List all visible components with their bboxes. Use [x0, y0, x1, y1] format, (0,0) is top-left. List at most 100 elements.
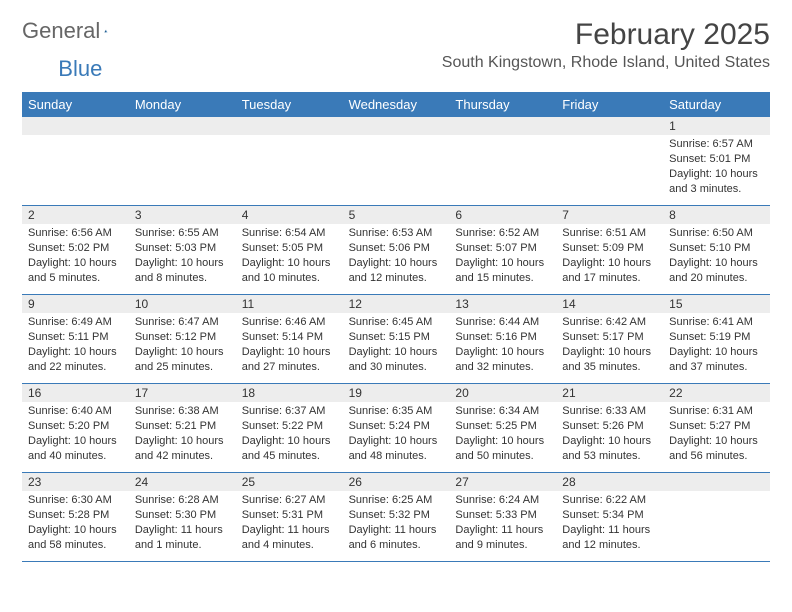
day-cell: 21Sunrise: 6:33 AMSunset: 5:26 PMDayligh…	[556, 384, 663, 472]
daylight-text: Daylight: 10 hours and 42 minutes.	[135, 434, 230, 464]
daylight-text: Daylight: 10 hours and 35 minutes.	[562, 345, 657, 375]
day-cell: 24Sunrise: 6:28 AMSunset: 5:30 PMDayligh…	[129, 473, 236, 561]
day-body: Sunrise: 6:47 AMSunset: 5:12 PMDaylight:…	[129, 313, 236, 378]
day-number: 14	[556, 295, 663, 313]
day-body: Sunrise: 6:25 AMSunset: 5:32 PMDaylight:…	[343, 491, 450, 556]
sunset-text: Sunset: 5:25 PM	[455, 419, 550, 434]
daylight-text: Daylight: 11 hours and 9 minutes.	[455, 523, 550, 553]
week-row: 2Sunrise: 6:56 AMSunset: 5:02 PMDaylight…	[22, 206, 770, 295]
sunrise-text: Sunrise: 6:45 AM	[349, 315, 444, 330]
sunrise-text: Sunrise: 6:30 AM	[28, 493, 123, 508]
daylight-text: Daylight: 10 hours and 53 minutes.	[562, 434, 657, 464]
day-cell: 13 Sunrise: 6:44 AMSunset: 5:16 PMDayligh…	[449, 295, 556, 383]
week-row: 16Sunrise: 6:40 AMSunset: 5:20 PMDayligh…	[22, 384, 770, 473]
daylight-text: Daylight: 10 hours and 30 minutes.	[349, 345, 444, 375]
daylight-text: Daylight: 10 hours and 32 minutes.	[455, 345, 550, 375]
day-number	[22, 117, 129, 135]
sunset-text: Sunset: 5:07 PM	[455, 241, 550, 256]
day-header-tue: Tuesday	[236, 92, 343, 117]
week-row: 23Sunrise: 6:30 AMSunset: 5:28 PMDayligh…	[22, 473, 770, 562]
daylight-text: Daylight: 11 hours and 12 minutes.	[562, 523, 657, 553]
sunset-text: Sunset: 5:34 PM	[562, 508, 657, 523]
day-cell: 8Sunrise: 6:50 AMSunset: 5:10 PMDaylight…	[663, 206, 770, 294]
daylight-text: Daylight: 10 hours and 25 minutes.	[135, 345, 230, 375]
day-cell: 17Sunrise: 6:38 AMSunset: 5:21 PMDayligh…	[129, 384, 236, 472]
day-number: 15	[663, 295, 770, 313]
sunrise-text: Sunrise: 6:38 AM	[135, 404, 230, 419]
day-number: 28	[556, 473, 663, 491]
day-body: Sunrise: 6:53 AMSunset: 5:06 PMDaylight:…	[343, 224, 450, 289]
day-number: 21	[556, 384, 663, 402]
daylight-text: Daylight: 10 hours and 27 minutes.	[242, 345, 337, 375]
sunrise-text: Sunrise: 6:37 AM	[242, 404, 337, 419]
day-body: Sunrise: 6:57 AMSunset: 5:01 PMDaylight:…	[663, 135, 770, 200]
sunrise-text: Sunrise: 6:52 AM	[455, 226, 550, 241]
sunrise-text: Sunrise: 6:47 AM	[135, 315, 230, 330]
day-cell: 9Sunrise: 6:49 AMSunset: 5:11 PMDaylight…	[22, 295, 129, 383]
day-number: 13	[449, 295, 556, 313]
sunrise-text: Sunrise: 6:53 AM	[349, 226, 444, 241]
day-number: 6	[449, 206, 556, 224]
location-text: South Kingstown, Rhode Island, United St…	[442, 54, 770, 72]
day-body: Sunrise: 6:56 AMSunset: 5:02 PMDaylight:…	[22, 224, 129, 289]
sunrise-text: Sunrise: 6:28 AM	[135, 493, 230, 508]
day-number: 22	[663, 384, 770, 402]
daylight-text: Daylight: 10 hours and 48 minutes.	[349, 434, 444, 464]
day-body: Sunrise: 6:22 AMSunset: 5:34 PMDaylight:…	[556, 491, 663, 556]
day-number: 20	[449, 384, 556, 402]
calendar-page: General February 2025 South Kingstown, R…	[0, 0, 792, 572]
day-number: 27	[449, 473, 556, 491]
sunrise-text: Sunrise: 6:46 AM	[242, 315, 337, 330]
day-number	[236, 117, 343, 135]
day-number: 3	[129, 206, 236, 224]
day-body: Sunrise: 6:33 AMSunset: 5:26 PMDaylight:…	[556, 402, 663, 467]
day-body: Sunrise: 6:46 AMSunset: 5:14 PMDaylight:…	[236, 313, 343, 378]
day-number: 16	[22, 384, 129, 402]
day-number: 10	[129, 295, 236, 313]
sunset-text: Sunset: 5:02 PM	[28, 241, 123, 256]
sunrise-text: Sunrise: 6:50 AM	[669, 226, 764, 241]
sunrise-text: Sunrise: 6:44 AM	[455, 315, 550, 330]
day-body: Sunrise: 6:28 AMSunset: 5:30 PMDaylight:…	[129, 491, 236, 556]
sunset-text: Sunset: 5:26 PM	[562, 419, 657, 434]
sunset-text: Sunset: 5:15 PM	[349, 330, 444, 345]
sunset-text: Sunset: 5:28 PM	[28, 508, 123, 523]
sunset-text: Sunset: 5:10 PM	[669, 241, 764, 256]
day-cell: 18Sunrise: 6:37 AMSunset: 5:22 PMDayligh…	[236, 384, 343, 472]
logo-text-general: General	[22, 18, 100, 44]
day-cell: 19Sunrise: 6:35 AMSunset: 5:24 PMDayligh…	[343, 384, 450, 472]
month-title: February 2025	[442, 18, 770, 52]
day-cell: 22Sunrise: 6:31 AMSunset: 5:27 PMDayligh…	[663, 384, 770, 472]
day-cell: 25Sunrise: 6:27 AMSunset: 5:31 PMDayligh…	[236, 473, 343, 561]
day-number: 4	[236, 206, 343, 224]
sunrise-text: Sunrise: 6:56 AM	[28, 226, 123, 241]
logo: General	[22, 18, 128, 44]
day-number: 19	[343, 384, 450, 402]
day-cell: 14 Sunrise: 6:42 AMSunset: 5:17 PMDayligh…	[556, 295, 663, 383]
title-block: February 2025 South Kingstown, Rhode Isl…	[442, 18, 770, 72]
day-number	[129, 117, 236, 135]
sunrise-text: Sunrise: 6:31 AM	[669, 404, 764, 419]
day-body: Sunrise: 6:49 AMSunset: 5:11 PMDaylight:…	[22, 313, 129, 378]
daylight-text: Daylight: 10 hours and 17 minutes.	[562, 256, 657, 286]
sunset-text: Sunset: 5:20 PM	[28, 419, 123, 434]
logo-sail-icon	[104, 21, 108, 41]
day-cell	[556, 117, 663, 205]
sunset-text: Sunset: 5:09 PM	[562, 241, 657, 256]
sunrise-text: Sunrise: 6:33 AM	[562, 404, 657, 419]
daylight-text: Daylight: 10 hours and 20 minutes.	[669, 256, 764, 286]
day-cell: 11Sunrise: 6:46 AMSunset: 5:14 PMDayligh…	[236, 295, 343, 383]
day-number: 18	[236, 384, 343, 402]
sunrise-text: Sunrise: 6:42 AM	[562, 315, 657, 330]
sunset-text: Sunset: 5:17 PM	[562, 330, 657, 345]
day-number: 24	[129, 473, 236, 491]
day-number: 12	[343, 295, 450, 313]
sunset-text: Sunset: 5:16 PM	[455, 330, 550, 345]
day-body: Sunrise: 6:24 AMSunset: 5:33 PMDaylight:…	[449, 491, 556, 556]
sunset-text: Sunset: 5:33 PM	[455, 508, 550, 523]
day-body: Sunrise: 6:35 AMSunset: 5:24 PMDaylight:…	[343, 402, 450, 467]
weeks-container: 1Sunrise: 6:57 AMSunset: 5:01 PMDaylight…	[22, 117, 770, 562]
day-cell: 28Sunrise: 6:22 AMSunset: 5:34 PMDayligh…	[556, 473, 663, 561]
day-header-fri: Friday	[556, 92, 663, 117]
sunrise-text: Sunrise: 6:22 AM	[562, 493, 657, 508]
